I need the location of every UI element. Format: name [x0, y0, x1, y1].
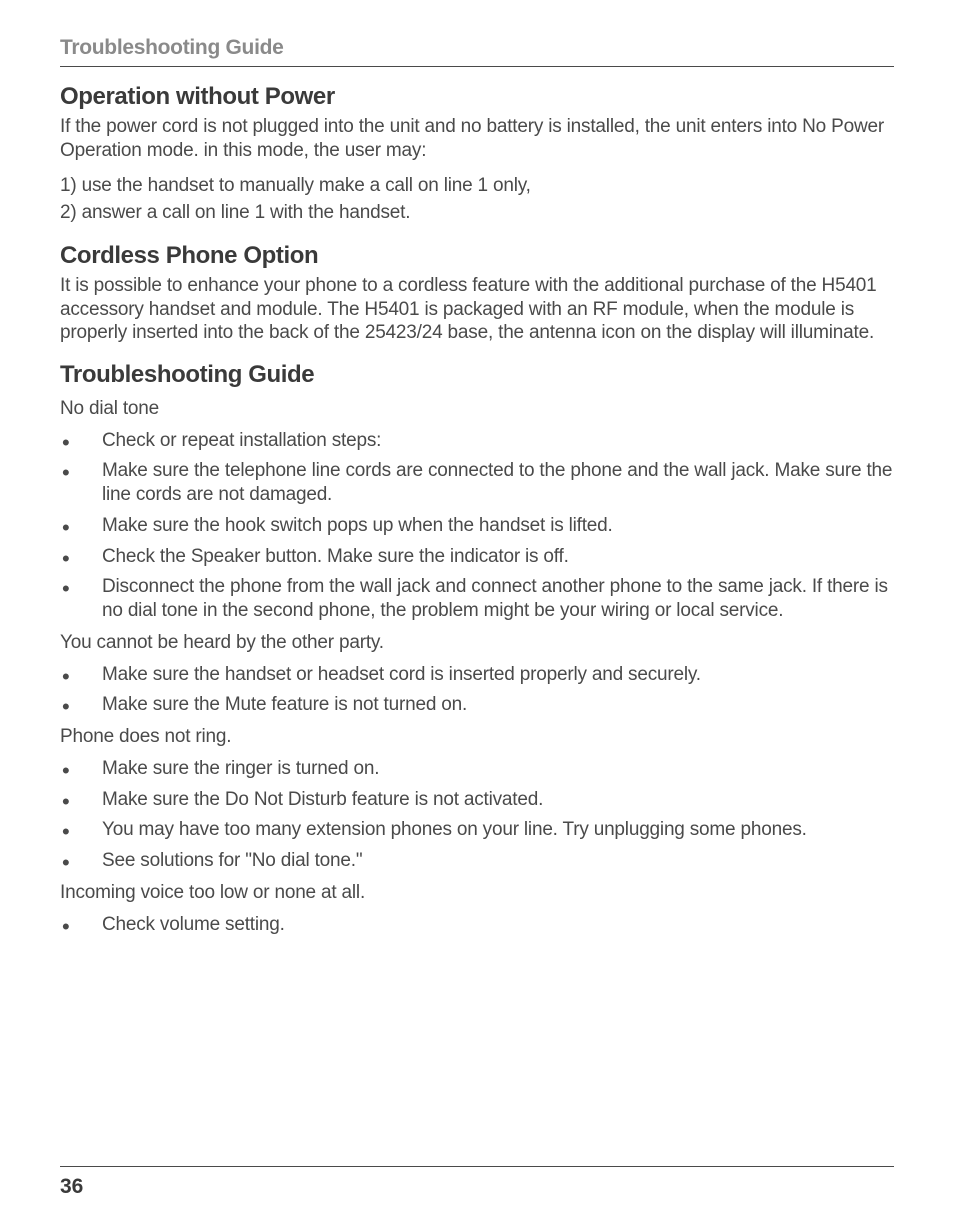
list-item: Check the Speaker button. Make sure the … [60, 545, 894, 569]
cannot-hear-label: You cannot be heard by the other party. [60, 631, 894, 656]
page-container: Troubleshooting Guide Operation without … [0, 0, 954, 974]
section-title-operation: Operation without Power [60, 83, 894, 111]
low-voice-list: Check volume setting. [60, 913, 894, 937]
list-item: Disconnect the phone from the wall jack … [60, 575, 894, 623]
operation-list: 1) use the handset to manually make a ca… [60, 173, 894, 226]
list-item: Make sure the handset or headset cord is… [60, 663, 894, 687]
operation-intro: If the power cord is not plugged into th… [60, 115, 894, 163]
list-item: Check or repeat installation steps: [60, 429, 894, 453]
page-number: 36 [60, 1175, 894, 1199]
no-dial-list: Check or repeat installation steps: Make… [60, 429, 894, 623]
low-voice-label: Incoming voice too low or none at all. [60, 881, 894, 906]
running-head: Troubleshooting Guide [60, 36, 894, 60]
list-item: 2) answer a call on line 1 with the hand… [60, 200, 894, 226]
list-item: Make sure the Do Not Disturb feature is … [60, 788, 894, 812]
cannot-hear-list: Make sure the handset or headset cord is… [60, 663, 894, 718]
list-item: 1) use the handset to manually make a ca… [60, 173, 894, 199]
list-item: Make sure the Mute feature is not turned… [60, 693, 894, 717]
list-item: You may have too many extension phones o… [60, 818, 894, 842]
list-item: Make sure the ringer is turned on. [60, 757, 894, 781]
cordless-body: It is possible to enhance your phone to … [60, 274, 894, 345]
list-item: Check volume setting. [60, 913, 894, 937]
top-rule [60, 66, 894, 67]
page-footer: 36 [60, 1166, 894, 1199]
no-dial-label: No dial tone [60, 397, 894, 422]
list-item: See solutions for "No dial tone." [60, 849, 894, 873]
no-ring-label: Phone does not ring. [60, 725, 894, 750]
section-title-troubleshooting: Troubleshooting Guide [60, 361, 894, 389]
bottom-rule [60, 1166, 894, 1167]
no-ring-list: Make sure the ringer is turned on. Make … [60, 757, 894, 873]
section-title-cordless: Cordless Phone Option [60, 242, 894, 270]
list-item: Make sure the hook switch pops up when t… [60, 514, 894, 538]
list-item: Make sure the telephone line cords are c… [60, 459, 894, 507]
